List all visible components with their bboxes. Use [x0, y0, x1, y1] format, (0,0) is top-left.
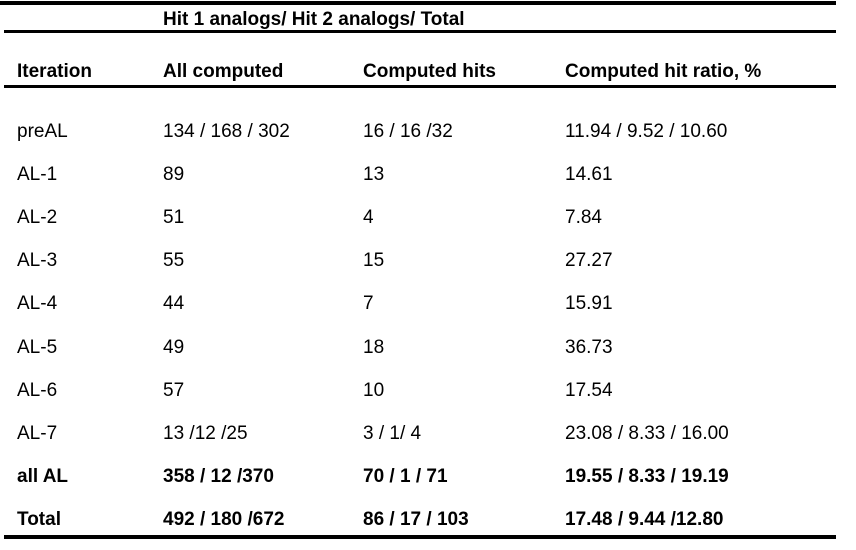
column-header-computed-hit-ratio: Computed hit ratio, %	[565, 61, 762, 82]
cell-all-computed: 44	[163, 293, 185, 315]
cell-computed-hit-ratio: 15.91	[565, 293, 613, 315]
cell-iteration: AL-2	[17, 206, 58, 228]
table-group-header: Hit 1 analogs/ Hit 2 analogs/ Total	[163, 9, 465, 30]
table-row: AL-6 57 10 17.54	[0, 369, 856, 412]
column-header-row: Iteration All computed Computed hits Com…	[0, 61, 856, 83]
cell-iteration: AL-6	[17, 379, 58, 401]
table-row: AL-1 89 13 14.61	[0, 153, 856, 196]
cell-computed-hit-ratio: 17.54	[565, 379, 613, 401]
table-row: all AL 358 / 12 /370 70 / 1 / 71 19.55 /…	[0, 456, 856, 499]
cell-computed-hits: 86 / 17 / 103	[363, 509, 469, 531]
cell-iteration: Total	[17, 509, 61, 531]
cell-all-computed: 13 /12 /25	[163, 422, 248, 444]
cell-all-computed: 55	[163, 250, 185, 272]
cell-all-computed: 358 / 12 /370	[163, 466, 274, 488]
cell-all-computed: 89	[163, 163, 185, 185]
cell-iteration: AL-1	[17, 163, 58, 185]
table-row: preAL 134 / 168 / 302 16 / 16 /32 11.94 …	[0, 110, 856, 153]
cell-computed-hit-ratio: 23.08 / 8.33 / 16.00	[565, 422, 729, 444]
column-header-computed-hits: Computed hits	[363, 61, 496, 82]
cell-iteration: AL-4	[17, 293, 58, 315]
cell-computed-hits: 4	[363, 206, 374, 228]
cell-computed-hits: 70 / 1 / 71	[363, 466, 448, 488]
cell-computed-hit-ratio: 17.48 / 9.44 /12.80	[565, 509, 724, 531]
table-row: AL-7 13 /12 /25 3 / 1/ 4 23.08 / 8.33 / …	[0, 412, 856, 455]
cell-iteration: preAL	[17, 120, 68, 142]
cell-computed-hit-ratio: 11.94 / 9.52 / 10.60	[565, 120, 728, 142]
column-header-iteration: Iteration	[17, 61, 92, 82]
bottom-rule	[4, 535, 836, 539]
cell-iteration: all AL	[17, 466, 69, 488]
top-rule	[0, 1, 836, 5]
cell-computed-hits: 13	[363, 163, 385, 185]
cell-iteration: AL-5	[17, 336, 58, 358]
table-row: AL-2 51 4 7.84	[0, 196, 856, 239]
cell-computed-hit-ratio: 14.61	[565, 163, 613, 185]
cell-all-computed: 57	[163, 379, 185, 401]
cell-all-computed: 134 / 168 / 302	[163, 120, 290, 142]
cell-computed-hits: 7	[363, 293, 374, 315]
cell-computed-hit-ratio: 19.55 / 8.33 / 19.19	[565, 466, 729, 488]
cell-computed-hit-ratio: 27.27	[565, 250, 613, 272]
cell-computed-hits: 10	[363, 379, 385, 401]
cell-computed-hits: 16 / 16 /32	[363, 120, 453, 142]
cell-computed-hit-ratio: 36.73	[565, 336, 613, 358]
cell-iteration: AL-3	[17, 250, 58, 272]
column-header-all-computed: All computed	[163, 61, 284, 82]
cell-computed-hits: 3 / 1/ 4	[363, 422, 422, 444]
table-row: AL-4 44 7 15.91	[0, 283, 856, 326]
group-header-rule	[4, 30, 836, 33]
cell-computed-hits: 15	[363, 250, 385, 272]
cell-computed-hit-ratio: 7.84	[565, 206, 602, 228]
cell-all-computed: 51	[163, 206, 185, 228]
table-row: AL-5 49 18 36.73	[0, 326, 856, 369]
table-body: preAL 134 / 168 / 302 16 / 16 /32 11.94 …	[0, 110, 856, 542]
header-rule	[4, 85, 836, 88]
cell-all-computed: 492 / 180 /672	[163, 509, 285, 531]
cell-iteration: AL-7	[17, 422, 58, 444]
table-row: AL-3 55 15 27.27	[0, 240, 856, 283]
cell-all-computed: 49	[163, 336, 185, 358]
cell-computed-hits: 18	[363, 336, 385, 358]
table-row: Total 492 / 180 /672 86 / 17 / 103 17.48…	[0, 499, 856, 542]
